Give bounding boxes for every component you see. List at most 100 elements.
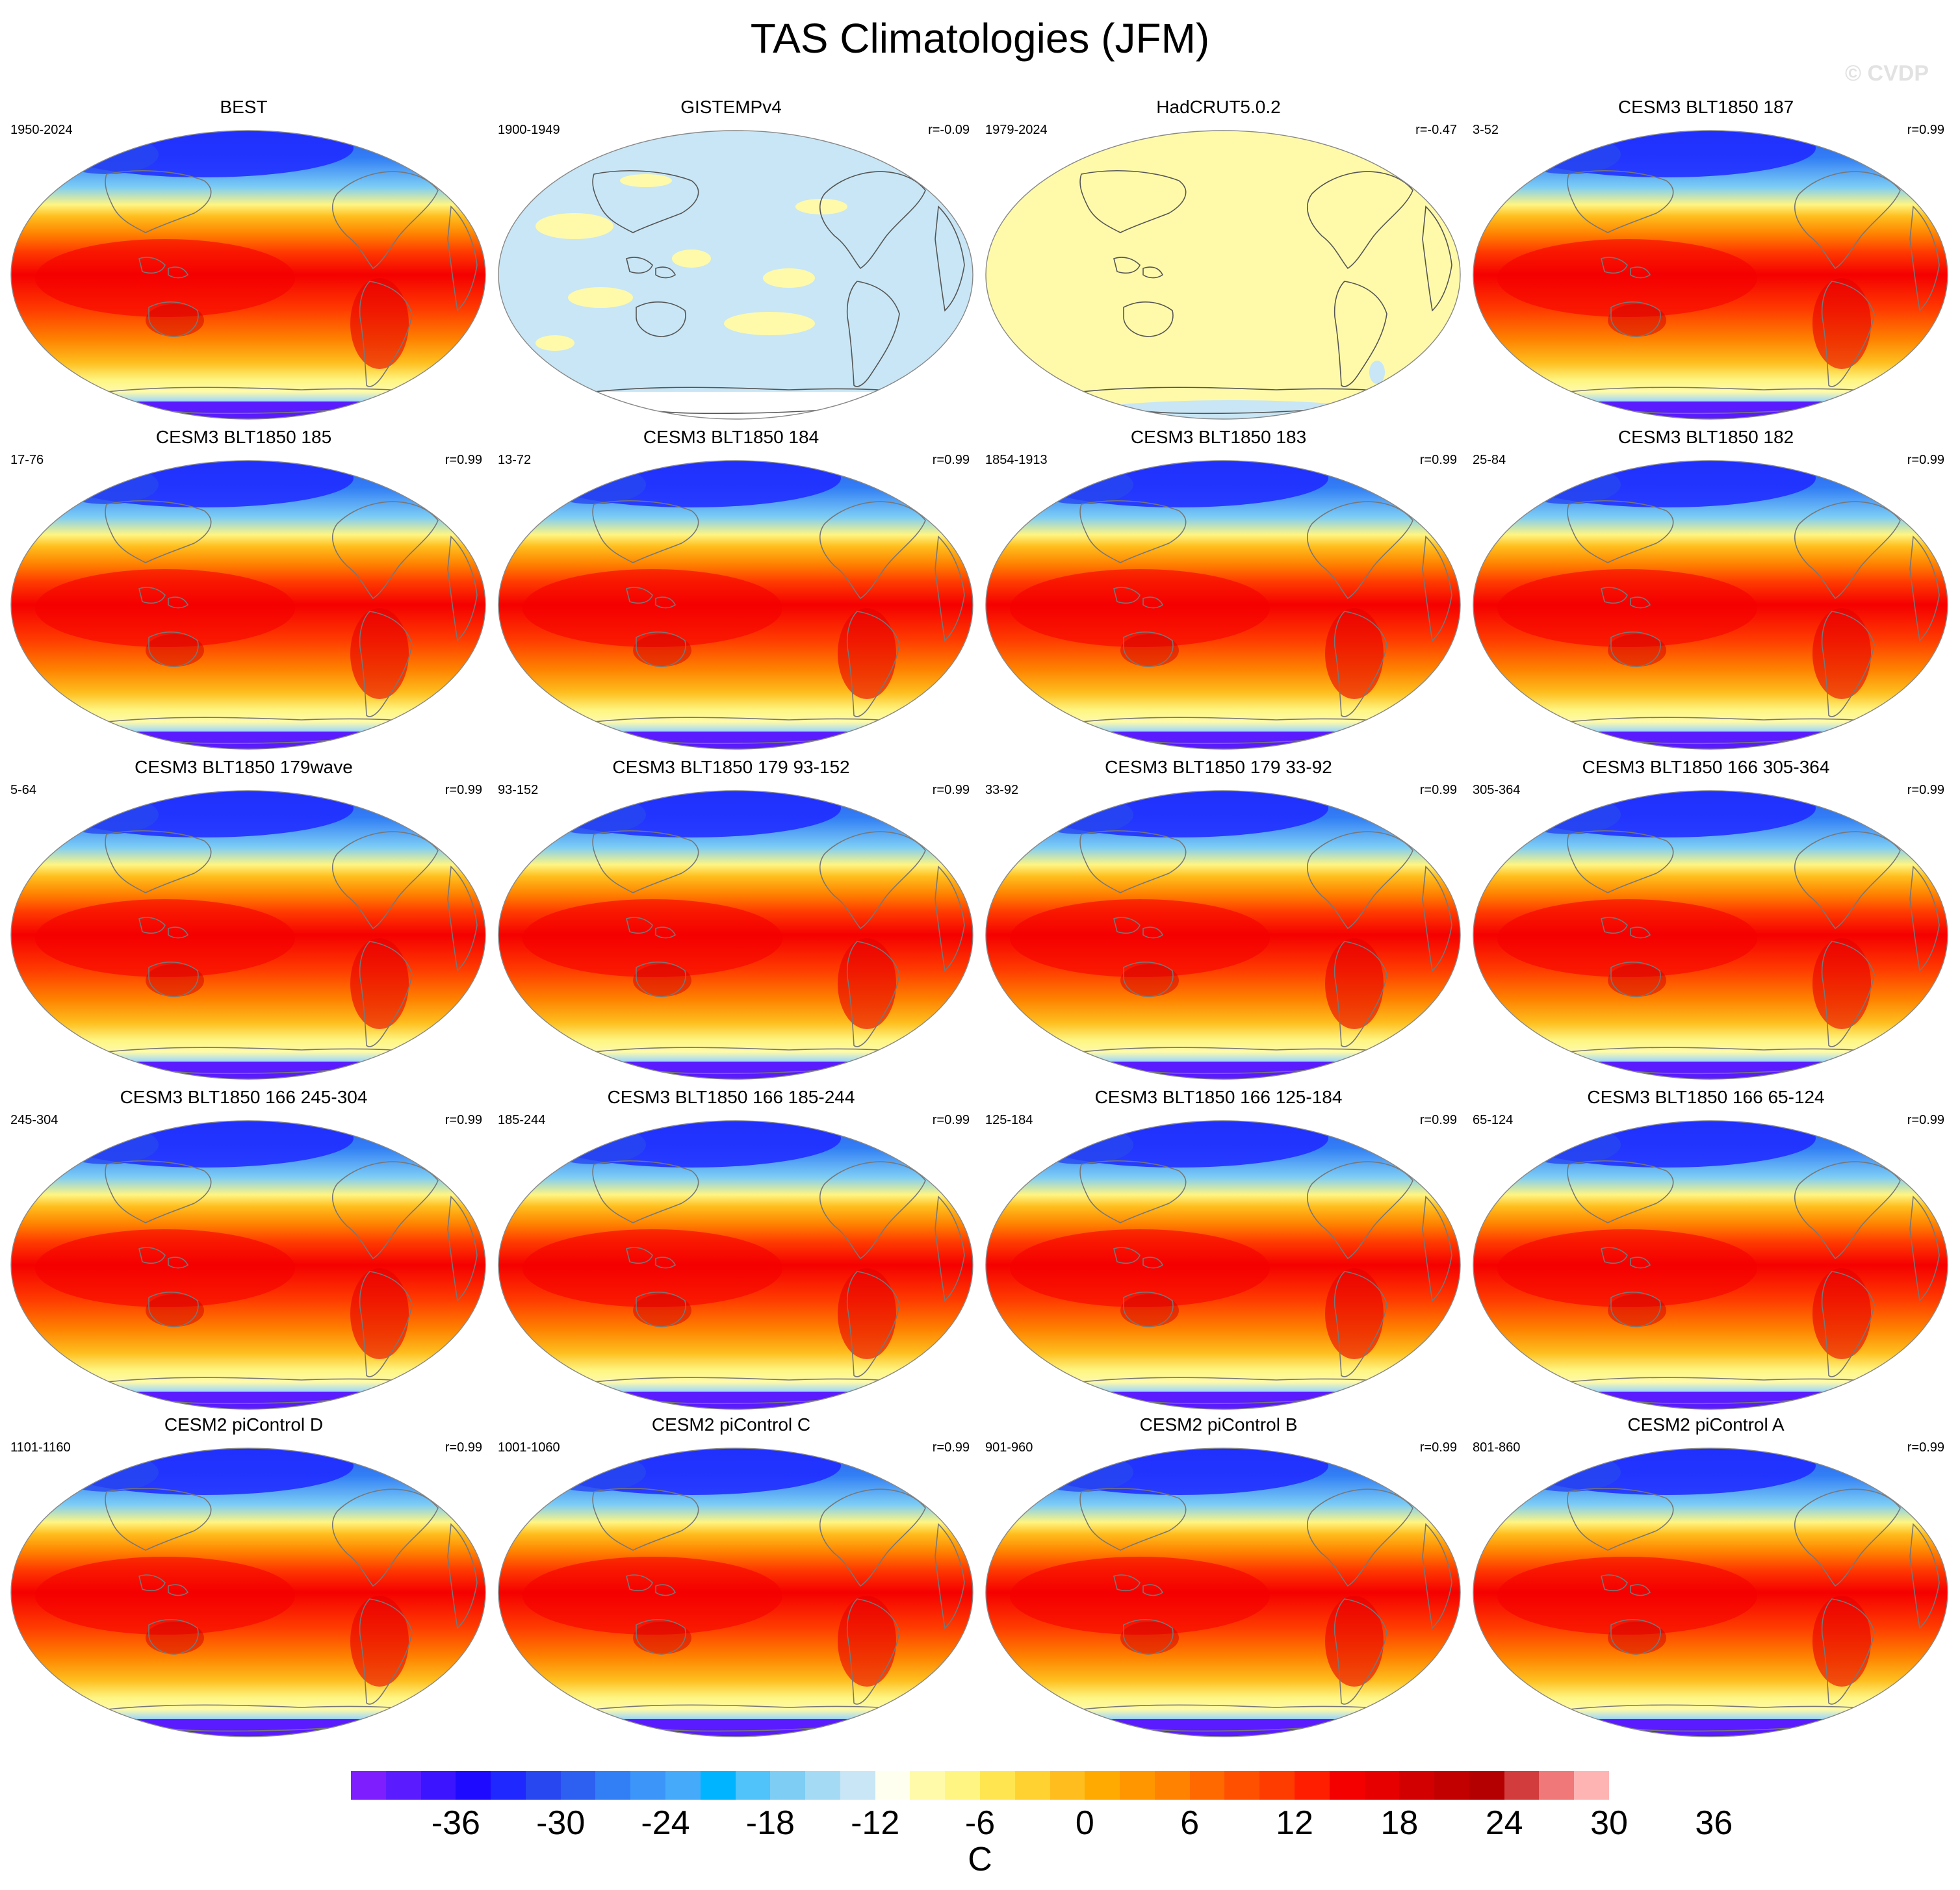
siberia-cold-region	[55, 465, 159, 504]
coastline	[1123, 301, 1174, 337]
coastline	[1306, 1488, 1413, 1587]
coastline	[359, 1271, 413, 1377]
coastline	[1794, 831, 1901, 930]
antarctica-cold	[498, 1719, 973, 1737]
australia-warm	[1608, 304, 1666, 337]
negative-anomaly	[1369, 361, 1385, 384]
map-outline	[498, 460, 974, 750]
panel-period: 1101-1160	[10, 1440, 71, 1455]
colorbar-box	[630, 1771, 666, 1800]
panel-correlation: r=0.99	[445, 453, 482, 467]
map-panel: CESM3 BLT1850 179wave 5-64 r=0.99	[0, 756, 487, 1081]
coastline	[1794, 1488, 1901, 1587]
map-panel: BEST 1950-2024	[0, 96, 487, 421]
colorbar-box	[1434, 1771, 1470, 1800]
map-panel: CESM3 BLT1850 185 17-76 r=0.99	[0, 426, 487, 751]
map-panel: CESM3 BLT1850 166 65-124 65-124 r=0.99	[1462, 1086, 1950, 1411]
panel-correlation: r=-0.47	[1415, 123, 1457, 137]
coastline	[1306, 831, 1413, 930]
coastline	[592, 500, 699, 563]
coastline	[1334, 1271, 1387, 1377]
antarctica-cold	[1473, 1719, 1948, 1737]
coastline	[1601, 1574, 1651, 1596]
panel-title: CESM2 piControl C	[651, 1414, 811, 1435]
world-map	[498, 460, 974, 750]
panel-correlation: r=0.99	[1419, 453, 1457, 467]
panel-correlation: r=0.99	[932, 783, 970, 797]
coastline	[1079, 170, 1187, 233]
coastline	[592, 1488, 699, 1551]
south-america-warm	[838, 1268, 896, 1359]
watermark: © CVDP	[1845, 61, 1929, 86]
map-field	[498, 1448, 973, 1737]
warm-pool	[35, 239, 295, 317]
map-field	[11, 1121, 485, 1409]
south-america-warm	[1325, 608, 1384, 699]
coastline	[359, 611, 413, 717]
map-outline	[10, 1448, 486, 1737]
coastline	[447, 535, 478, 642]
colorbar-tick-label: 24	[1485, 1804, 1523, 1842]
colorbar-box	[456, 1771, 491, 1800]
panel-correlation: r=0.99	[445, 783, 482, 797]
map-panel: CESM2 piControl A 801-860 r=0.99	[1462, 1414, 1950, 1739]
colorbar-tick-label: -12	[851, 1804, 900, 1842]
south-america-warm	[838, 1596, 896, 1687]
positive-anomaly	[620, 174, 672, 187]
antarctica-cold	[11, 732, 485, 749]
coastline	[1422, 865, 1452, 972]
positive-anomaly	[795, 199, 847, 214]
south-america-warm	[350, 938, 409, 1029]
positive-anomaly	[568, 287, 633, 308]
coastline	[1909, 865, 1940, 972]
warm-pool	[1497, 569, 1757, 647]
world-map	[498, 790, 974, 1080]
coastline	[1821, 611, 1875, 717]
coastline	[636, 632, 686, 667]
world-map	[10, 130, 486, 420]
coastline	[819, 1161, 926, 1260]
positive-anomaly	[535, 335, 574, 351]
colorbar-box	[1329, 1771, 1365, 1800]
panel-title: CESM3 BLT1850 184	[643, 427, 819, 447]
colorbar-tick-label: -18	[745, 1804, 795, 1842]
colorbar-box	[875, 1771, 910, 1800]
coastline	[1610, 1292, 1661, 1327]
coastline	[1601, 1247, 1651, 1269]
colorbar	[351, 1771, 1610, 1800]
world-map	[10, 460, 486, 750]
australia-warm	[1120, 964, 1179, 997]
siberia-cold-region	[542, 1125, 646, 1164]
panel-title: CESM3 BLT1850 179wave	[135, 757, 353, 777]
south-america-warm	[838, 608, 896, 699]
colorbar-box	[735, 1771, 771, 1800]
colorbar-box	[840, 1771, 876, 1800]
australia-warm	[146, 634, 204, 667]
map-panel: CESM2 piControl C 1001-1060 r=0.99	[487, 1414, 975, 1739]
map-outline	[10, 790, 486, 1080]
world-map	[1473, 1120, 1948, 1410]
south-america-warm	[350, 1268, 409, 1359]
siberia-cold-region	[542, 795, 646, 834]
map-outline	[1473, 1448, 1948, 1737]
antarctica-cold	[498, 1392, 973, 1409]
coastline	[846, 611, 900, 717]
panel-period: 1900-1949	[498, 123, 560, 137]
map-panel: CESM3 BLT1850 184 13-72 r=0.99	[487, 426, 975, 751]
coastline	[819, 171, 926, 270]
coastline	[1909, 1195, 1940, 1302]
siberia-cold-region	[55, 1125, 159, 1164]
warm-pool	[1010, 569, 1270, 647]
coastline	[846, 1271, 900, 1377]
coastline	[636, 1619, 686, 1655]
australia-warm	[146, 1294, 204, 1327]
map-panel: CESM3 BLT1850 166 305-364 305-364 r=0.99	[1462, 756, 1950, 1081]
siberia-cold-region	[1517, 465, 1621, 504]
colorbar-box	[945, 1771, 981, 1800]
coastline	[331, 171, 439, 270]
south-america-warm	[1812, 278, 1871, 369]
map-panel: HadCRUT5.0.2 1979-2024 r=-0.47	[975, 96, 1462, 421]
coastline	[105, 500, 212, 563]
coastline	[447, 205, 478, 312]
antarctica-cold	[11, 1062, 485, 1079]
